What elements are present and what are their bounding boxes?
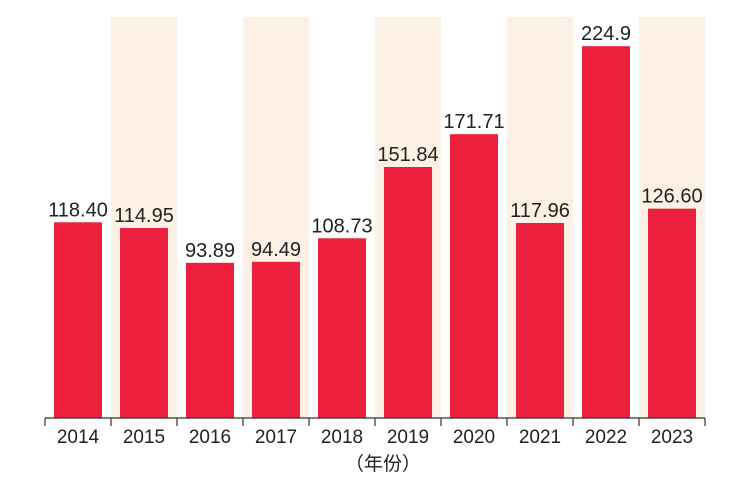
tick-label-2018: 2018 [321,427,363,448]
bar-2020 [450,134,498,418]
bars [54,46,696,418]
value-label-2015: 114.95 [114,205,174,227]
tick-label-2021: 2021 [519,427,561,448]
value-label-2022: 224.9 [581,23,631,45]
value-label-2016: 93.89 [185,240,235,262]
bar-2018 [318,238,366,418]
tick-label-2019: 2019 [387,427,429,448]
bar-2021 [516,223,564,418]
bar-2023 [648,208,696,418]
value-label-2020: 171.71 [443,111,504,133]
value-label-2018: 108.73 [311,215,372,237]
value-labels: 118.40 114.95 93.89 94.49 108.73 151.84171.71… [48,23,702,262]
value-label-2021: 117.96 [510,200,570,222]
value-label-2017: 94.49 [251,239,301,261]
value-label-2019: 151.84 [377,144,438,166]
tick-label-2015: 2015 [123,427,165,448]
x-axis-title: （年份） [345,453,421,475]
tick-label-2020: 2020 [453,427,495,448]
tick-label-2022: 2022 [585,427,627,448]
bar-2014 [54,222,102,418]
bar-2017 [252,261,300,418]
value-label-2023: 126.60 [641,186,702,208]
bar-2019 [384,167,432,418]
tick-label-2016: 2016 [189,427,231,448]
tick-label-2023: 2023 [651,427,693,448]
x-axis-ticks [44,418,706,426]
bar-2016 [186,262,234,418]
x-tick-labels: 2014 2015 2016 2017 2018 2019 2020 2021 2022 2023 [57,427,693,448]
value-label-2014: 118.40 [48,199,108,221]
bar-2022 [582,46,630,418]
tick-label-2017: 2017 [255,427,297,448]
bar-2015 [120,228,168,418]
tick-label-2014: 2014 [57,427,100,448]
